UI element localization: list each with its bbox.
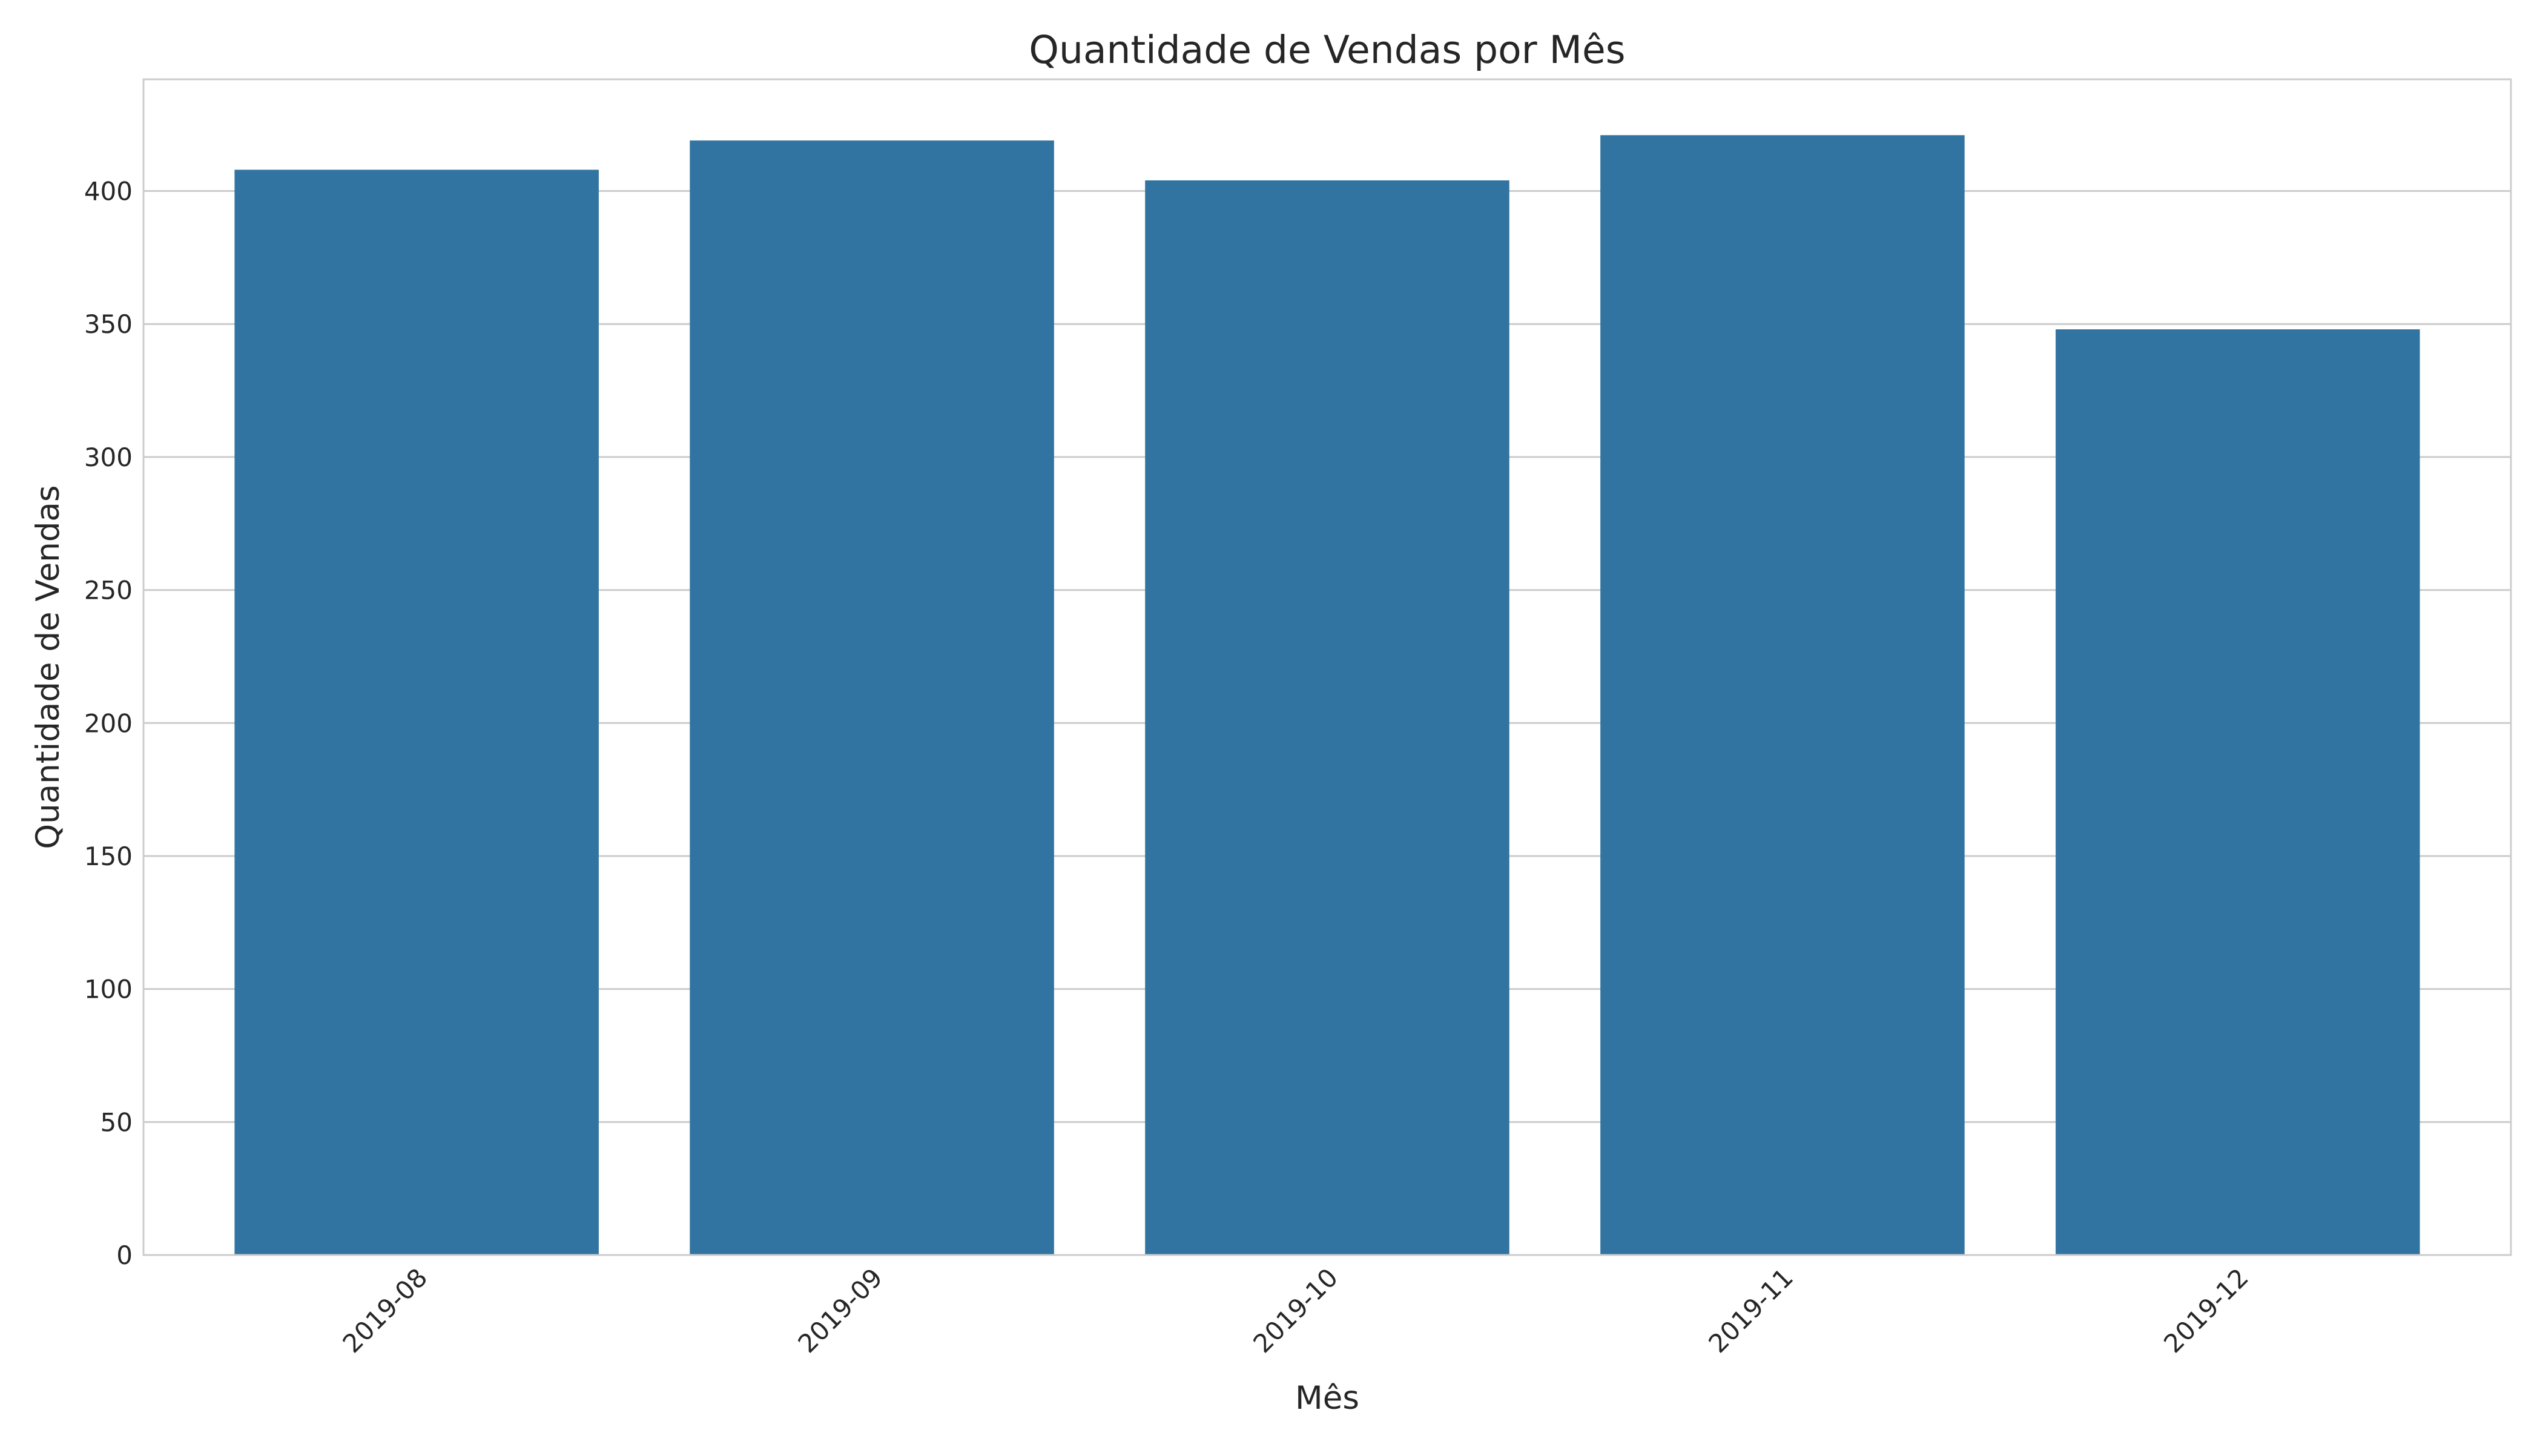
bar-2019-10	[1145, 180, 1509, 1256]
x-axis-label: Mês	[1295, 1380, 1359, 1417]
y-tick-label: 50	[101, 1107, 133, 1137]
y-tick-labels: 0 50 100 150 200 250 300 350 400	[84, 177, 133, 1270]
y-tick-label: 300	[84, 443, 133, 472]
y-tick-label: 200	[84, 708, 133, 738]
y-tick-label: 400	[84, 177, 133, 206]
chart-title: Quantidade de Vendas por Mês	[1029, 28, 1625, 72]
y-tick-label: 250	[84, 576, 133, 605]
y-tick-label: 350	[84, 309, 133, 339]
bar-2019-11	[1600, 135, 1965, 1255]
y-tick-label: 0	[116, 1240, 133, 1270]
plot-frame	[142, 78, 2512, 1256]
y-tick-label: 100	[84, 975, 133, 1004]
bars	[234, 135, 2420, 1256]
bar-2019-12	[2056, 329, 2420, 1255]
y-tick-label: 150	[84, 842, 133, 871]
bar-2019-08	[234, 170, 599, 1255]
bar-2019-09	[690, 140, 1054, 1255]
y-axis-label: Quantidade de Vendas	[30, 485, 67, 849]
